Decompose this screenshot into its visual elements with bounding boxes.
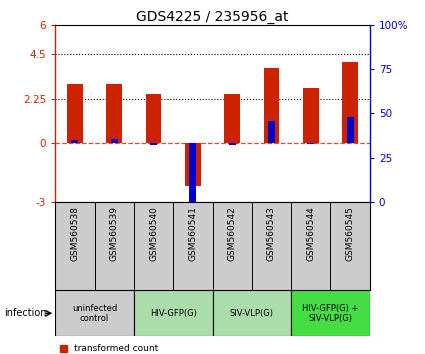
Title: GDS4225 / 235956_at: GDS4225 / 235956_at [136, 10, 289, 24]
Text: GSM560545: GSM560545 [346, 206, 354, 261]
Bar [110, 139, 118, 143]
Bar [150, 143, 157, 145]
Bar [291, 290, 370, 336]
Text: infection: infection [4, 308, 47, 318]
Bar [229, 143, 236, 145]
Text: GSM560541: GSM560541 [188, 206, 197, 261]
Text: GSM560538: GSM560538 [71, 206, 79, 261]
Text: SIV-VLP(G): SIV-VLP(G) [230, 309, 274, 318]
Bar [134, 290, 212, 336]
Text: HIV-GFP(G): HIV-GFP(G) [150, 309, 197, 318]
Text: GSM560543: GSM560543 [267, 206, 276, 261]
Bar [342, 62, 358, 143]
Bar [106, 84, 122, 143]
Legend: transformed count, percentile rank within the sample: transformed count, percentile rank withi… [60, 344, 227, 354]
Text: GSM560540: GSM560540 [149, 206, 158, 261]
Text: HIV-GFP(G) +
SIV-VLP(G): HIV-GFP(G) + SIV-VLP(G) [302, 304, 359, 323]
Bar [307, 143, 314, 144]
Bar [264, 68, 279, 143]
Bar [189, 143, 196, 203]
Bar [55, 290, 134, 336]
Text: GSM560542: GSM560542 [228, 206, 237, 261]
Bar [185, 143, 201, 186]
Bar [224, 93, 240, 143]
Bar [268, 121, 275, 143]
Bar [67, 84, 83, 143]
Bar [303, 88, 319, 143]
Bar [146, 93, 162, 143]
Bar [212, 290, 291, 336]
Text: GSM560539: GSM560539 [110, 206, 119, 261]
Bar [71, 140, 79, 143]
Bar [346, 117, 354, 143]
Text: uninfected
control: uninfected control [72, 304, 117, 323]
Text: GSM560544: GSM560544 [306, 206, 315, 261]
